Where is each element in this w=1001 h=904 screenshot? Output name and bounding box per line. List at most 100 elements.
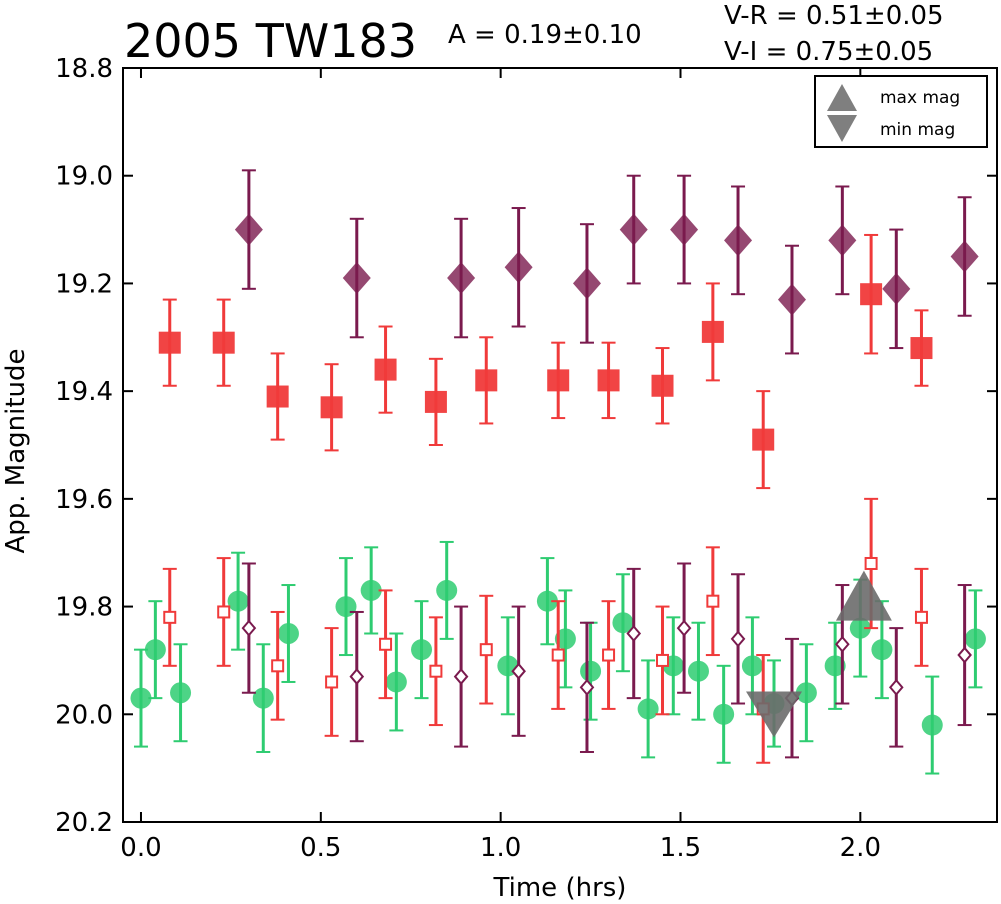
marker-open-diamond bbox=[626, 624, 642, 643]
data-point bbox=[277, 584, 299, 683]
data-point bbox=[130, 648, 152, 748]
data-point bbox=[424, 357, 447, 446]
marker-open-diamond bbox=[579, 678, 595, 696]
marker-open-diamond bbox=[835, 635, 850, 653]
marker-circle bbox=[436, 579, 458, 601]
data-point bbox=[554, 589, 576, 689]
y-tick-label: 19.4 bbox=[55, 377, 113, 407]
marker-circle bbox=[385, 671, 407, 693]
marker-open-square bbox=[217, 605, 231, 619]
data-point bbox=[252, 643, 274, 753]
v-r-annotation: V-R = 0.51±0.05 bbox=[724, 1, 944, 31]
legend-min-mag-marker bbox=[827, 115, 857, 142]
data-point bbox=[687, 621, 709, 721]
plot-frame bbox=[122, 67, 998, 823]
data-point bbox=[651, 347, 674, 425]
data-point bbox=[860, 233, 883, 355]
data-point bbox=[701, 282, 724, 382]
data-point bbox=[436, 540, 458, 640]
marker-circle bbox=[252, 687, 274, 709]
data-point bbox=[724, 185, 753, 296]
marker-square bbox=[910, 337, 933, 360]
marker-diamond bbox=[828, 224, 857, 257]
marker-open-square bbox=[602, 648, 616, 662]
x-axis-label: Time (hrs) bbox=[493, 873, 627, 903]
data-point bbox=[547, 341, 570, 420]
marker-open-square bbox=[379, 637, 393, 651]
data-point bbox=[580, 621, 602, 721]
marker-open-square bbox=[479, 643, 493, 657]
marker-open-diamond bbox=[730, 630, 746, 648]
data-point bbox=[453, 605, 469, 748]
marker-diamond bbox=[504, 251, 533, 284]
marker-square bbox=[860, 283, 883, 306]
x-tick-label: 1.0 bbox=[480, 833, 521, 863]
data-point bbox=[428, 616, 443, 727]
data-point bbox=[234, 169, 263, 290]
marker-circle bbox=[824, 655, 846, 677]
data-point bbox=[777, 244, 806, 355]
data-point bbox=[950, 196, 979, 317]
marker-open-diamond bbox=[511, 662, 526, 680]
chart-title: 2005 TW183 bbox=[124, 14, 417, 68]
data-point bbox=[411, 600, 433, 700]
marker-open-square bbox=[656, 653, 670, 667]
marker-square bbox=[597, 369, 620, 392]
data-point bbox=[162, 567, 177, 667]
marker-circle bbox=[411, 639, 433, 661]
marker-open-diamond bbox=[349, 668, 365, 686]
max-mag-marker bbox=[835, 570, 892, 621]
marker-diamond bbox=[447, 262, 476, 295]
marker-square bbox=[374, 358, 397, 381]
marker-open-square bbox=[271, 659, 285, 673]
data-point bbox=[572, 223, 601, 344]
data-point bbox=[360, 546, 382, 635]
data-point bbox=[705, 546, 720, 657]
data-point bbox=[475, 336, 498, 425]
data-point bbox=[670, 174, 699, 285]
marker-open-diamond bbox=[676, 619, 692, 637]
marker-open-square bbox=[706, 594, 720, 608]
marker-open-square bbox=[163, 610, 177, 624]
data-point bbox=[378, 589, 393, 700]
x-tick-label: 0.5 bbox=[300, 833, 341, 863]
data-point bbox=[835, 584, 850, 705]
y-tick-label: 20.2 bbox=[55, 808, 113, 838]
plot-area bbox=[130, 169, 986, 775]
marker-diamond bbox=[572, 267, 601, 300]
data-point bbox=[888, 627, 904, 748]
data-point bbox=[655, 605, 670, 716]
data-point bbox=[270, 610, 285, 721]
marker-open-diamond bbox=[453, 668, 469, 686]
marker-circle bbox=[964, 628, 986, 650]
series-circle-filled bbox=[130, 540, 986, 775]
data-point bbox=[266, 352, 289, 441]
marker-square bbox=[651, 374, 674, 397]
data-point bbox=[626, 567, 642, 700]
data-point bbox=[824, 621, 846, 710]
marker-circle bbox=[554, 628, 576, 650]
data-point bbox=[158, 298, 181, 387]
marker-circle bbox=[144, 639, 166, 661]
marker-circle bbox=[227, 590, 249, 612]
marker-circle bbox=[795, 682, 817, 704]
series-diamond-filled bbox=[234, 169, 979, 355]
amplitude-annotation: A = 0.19±0.10 bbox=[448, 20, 642, 50]
marker-circle bbox=[871, 639, 893, 661]
v-i-annotation: V-I = 0.75±0.05 bbox=[724, 37, 933, 67]
data-point bbox=[910, 309, 933, 387]
x-axis: 0.0 0.5 1.0 1.5 2.0 bbox=[120, 68, 881, 863]
legend-max-mag-label: max mag bbox=[880, 88, 960, 108]
data-point bbox=[216, 557, 231, 667]
marker-open-square bbox=[864, 556, 878, 570]
data-point bbox=[601, 600, 616, 710]
marker-square bbox=[158, 331, 181, 354]
marker-circle bbox=[741, 655, 763, 677]
data-point bbox=[170, 643, 192, 743]
marker-diamond bbox=[724, 224, 753, 257]
data-point bbox=[579, 621, 595, 753]
y-axis-label: App. Magnitude bbox=[1, 348, 31, 553]
data-point bbox=[637, 659, 659, 759]
legend-max-mag-marker bbox=[827, 84, 857, 111]
